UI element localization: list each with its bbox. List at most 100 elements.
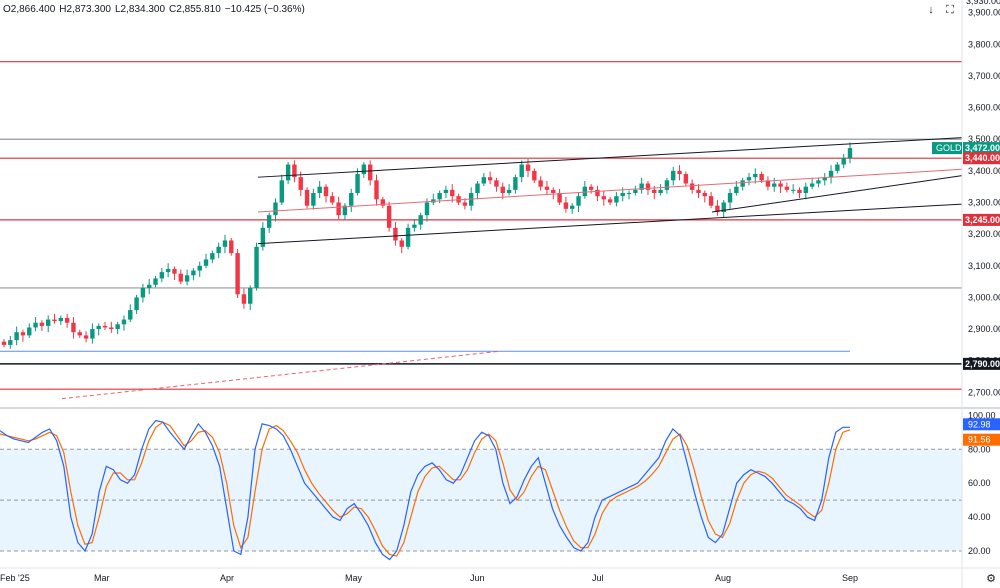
candle[interactable]	[165, 263, 171, 278]
candle[interactable]	[790, 184, 796, 194]
candle[interactable]	[83, 331, 89, 343]
candle[interactable]	[374, 174, 379, 206]
candle[interactable]	[241, 288, 247, 309]
candle[interactable]	[639, 177, 644, 194]
candle[interactable]	[481, 173, 487, 187]
stochastic-pane[interactable]	[0, 419, 962, 561]
candle[interactable]	[121, 315, 127, 331]
candle[interactable]	[399, 237, 404, 254]
candle[interactable]	[298, 171, 303, 197]
candle[interactable]	[803, 182, 809, 200]
candle[interactable]	[254, 242, 259, 291]
candle[interactable]	[544, 180, 550, 195]
candle[interactable]	[671, 166, 676, 186]
candle[interactable]	[721, 199, 726, 218]
candle[interactable]	[797, 187, 802, 199]
candle[interactable]	[538, 176, 543, 191]
candle[interactable]	[835, 162, 840, 174]
candle[interactable]	[349, 188, 354, 212]
candle[interactable]	[696, 184, 701, 199]
candle[interactable]	[393, 222, 398, 246]
candle[interactable]	[285, 162, 291, 185]
arrow-down-icon[interactable]: ↓	[928, 4, 934, 16]
candle[interactable]	[260, 222, 266, 251]
candle[interactable]	[191, 267, 196, 281]
candle[interactable]	[203, 253, 209, 269]
candle[interactable]	[532, 168, 537, 183]
candle[interactable]	[33, 317, 38, 332]
candle[interactable]	[633, 185, 638, 196]
candle[interactable]	[178, 269, 183, 285]
candle[interactable]	[45, 315, 51, 333]
candle[interactable]	[847, 142, 853, 164]
candle[interactable]	[563, 196, 569, 213]
candle[interactable]	[443, 185, 449, 199]
stochastic-d-line[interactable]	[0, 421, 851, 557]
price-pane[interactable]	[0, 61, 963, 400]
rising-support-line[interactable]	[711, 175, 963, 213]
candle[interactable]	[519, 160, 524, 183]
candle[interactable]	[102, 321, 108, 331]
candle[interactable]	[500, 182, 505, 200]
candle[interactable]	[582, 180, 588, 199]
candle[interactable]	[727, 188, 733, 209]
candle[interactable]	[317, 180, 322, 199]
candle[interactable]	[841, 154, 846, 169]
candle[interactable]	[147, 279, 152, 295]
candle[interactable]	[14, 326, 19, 346]
candle[interactable]	[292, 160, 297, 183]
candle[interactable]	[77, 329, 82, 338]
candle[interactable]	[607, 196, 613, 206]
candle[interactable]	[746, 173, 752, 186]
candle[interactable]	[336, 196, 341, 219]
candle[interactable]	[248, 285, 253, 311]
candle[interactable]	[557, 188, 562, 206]
candle[interactable]	[626, 190, 632, 200]
candle[interactable]	[494, 177, 499, 192]
candle[interactable]	[576, 192, 581, 212]
candle[interactable]	[475, 180, 480, 200]
candle[interactable]	[39, 320, 45, 331]
candle[interactable]	[71, 317, 76, 339]
candle[interactable]	[809, 177, 815, 190]
candle[interactable]	[184, 269, 190, 286]
candle[interactable]	[380, 196, 386, 209]
candle[interactable]	[412, 218, 417, 232]
fullscreen-icon[interactable]: ⛶	[946, 3, 954, 16]
candle[interactable]	[462, 198, 468, 210]
candle[interactable]	[20, 329, 26, 342]
candle[interactable]	[822, 173, 827, 186]
candle[interactable]	[431, 193, 436, 206]
candle[interactable]	[304, 187, 310, 209]
candle[interactable]	[96, 323, 101, 336]
candle[interactable]	[487, 171, 493, 185]
stochastic-k-line[interactable]	[0, 419, 850, 561]
candle[interactable]	[367, 160, 373, 186]
candle[interactable]	[27, 323, 32, 338]
candle[interactable]	[235, 249, 240, 299]
candle[interactable]	[683, 171, 689, 187]
dashed-trendline[interactable]	[61, 350, 501, 400]
candle[interactable]	[222, 234, 228, 254]
candle[interactable]	[355, 168, 360, 196]
candle[interactable]	[708, 192, 714, 209]
candle[interactable]	[266, 212, 272, 233]
candle[interactable]	[330, 192, 335, 206]
channel-line[interactable]	[257, 137, 963, 178]
candle[interactable]	[311, 188, 316, 210]
candle[interactable]	[216, 242, 221, 259]
candle[interactable]	[614, 192, 619, 207]
candle[interactable]	[658, 184, 663, 196]
candle[interactable]	[273, 198, 278, 222]
candle[interactable]	[595, 185, 600, 202]
candle[interactable]	[128, 304, 133, 323]
candle[interactable]	[64, 313, 70, 328]
candle[interactable]	[361, 162, 367, 178]
candle[interactable]	[664, 177, 670, 194]
candle[interactable]	[715, 199, 720, 216]
candle[interactable]	[115, 321, 120, 335]
candle[interactable]	[140, 283, 146, 303]
candle[interactable]	[740, 177, 745, 191]
candle[interactable]	[450, 184, 455, 203]
candle[interactable]	[229, 237, 234, 256]
